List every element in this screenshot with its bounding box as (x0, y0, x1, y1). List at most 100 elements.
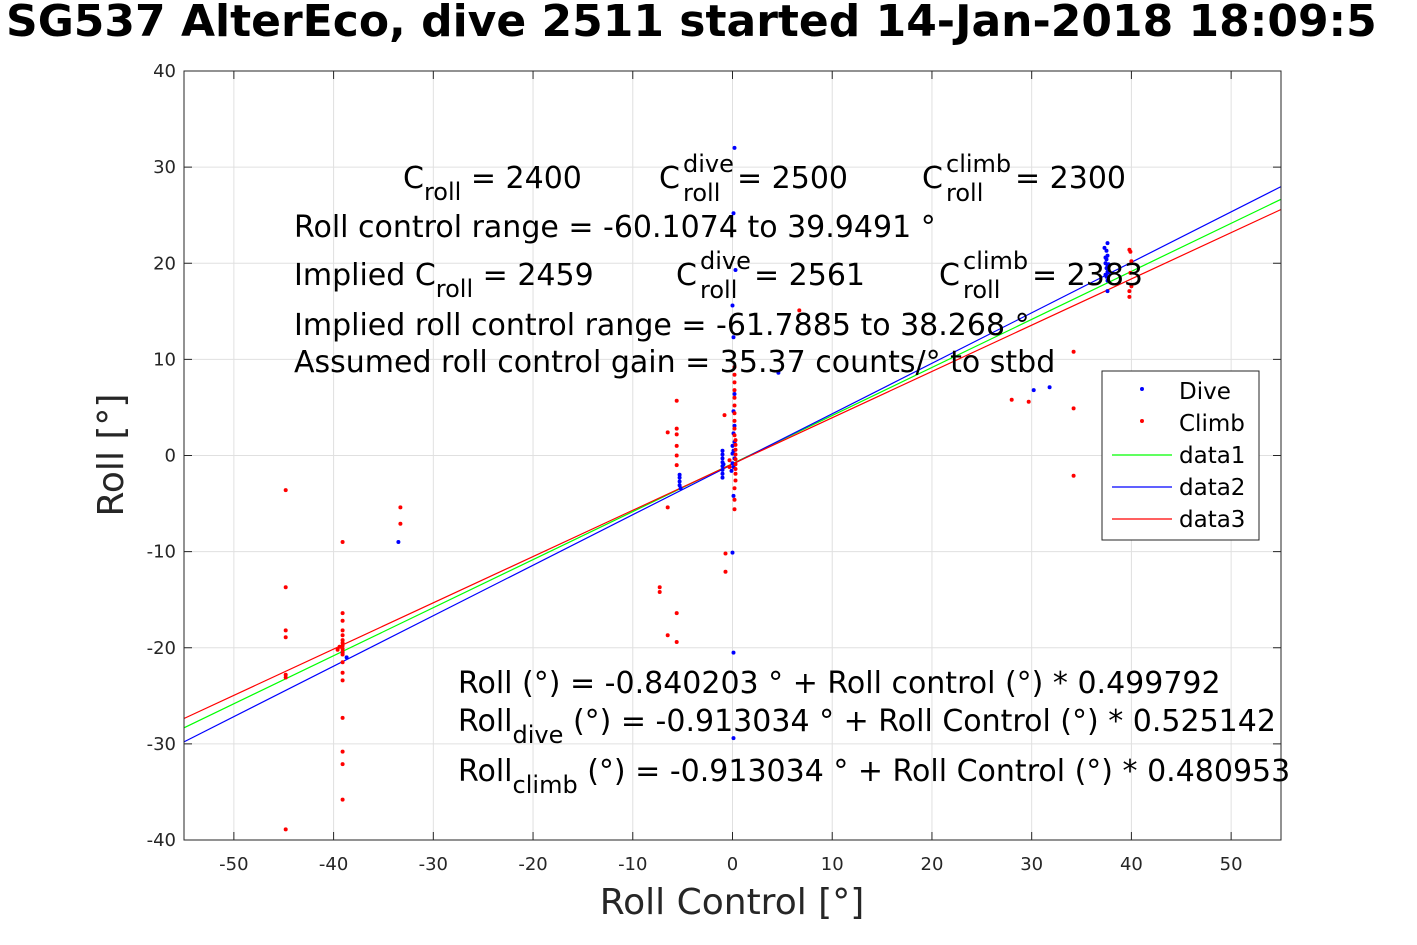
point-climb (732, 497, 737, 502)
point-dive (1106, 262, 1111, 267)
legend-label: Dive (1179, 379, 1231, 405)
point-climb (674, 611, 679, 616)
point-climb (657, 585, 662, 590)
point-dive (731, 211, 736, 216)
y-tick-label: -10 (147, 542, 176, 563)
point-climb (732, 433, 737, 438)
point-climb (283, 675, 288, 680)
point-dive (677, 475, 682, 480)
data-points (283, 145, 1134, 832)
point-dive (731, 650, 736, 655)
point-climb (674, 640, 679, 644)
point-dive (1105, 241, 1110, 246)
point-climb (732, 403, 737, 408)
point-climb (674, 443, 679, 448)
point-dive (733, 268, 738, 272)
implied-range-annotation: Implied roll control range = -61.7885 to… (294, 308, 1030, 343)
point-climb (1009, 397, 1014, 402)
implied-c-roll-text: Implied Croll = 2459 (294, 258, 594, 303)
point-dive (1104, 266, 1109, 271)
x-tick-label: -30 (419, 854, 448, 875)
point-climb (674, 463, 679, 468)
y-tick-label: -20 (147, 638, 176, 659)
point-dive (720, 456, 725, 461)
point-climb (1071, 473, 1076, 478)
point-climb (340, 611, 345, 616)
point-climb (340, 628, 345, 633)
fit-dive-equation: Rolldive (°) = -0.913034 ° + Roll Contro… (458, 704, 1276, 749)
point-dive (1102, 245, 1107, 250)
fit-climb-equation: Rollclimb (°) = -0.913034 ° + Roll Contr… (458, 754, 1290, 799)
point-climb (335, 647, 340, 652)
point-climb (732, 507, 737, 512)
point-climb (340, 660, 345, 665)
x-tick-label: 20 (921, 854, 944, 875)
point-dive (1105, 269, 1110, 274)
point-climb (283, 585, 288, 590)
point-dive (1104, 274, 1109, 279)
point-climb (733, 462, 738, 467)
point-dive (720, 475, 725, 480)
y-tick-label: -40 (147, 830, 176, 851)
x-tick-label: -40 (319, 854, 348, 875)
point-climb (340, 640, 345, 645)
point-climb (733, 442, 738, 447)
point-dive (720, 467, 725, 472)
point-climb (732, 380, 737, 385)
point-climb (733, 471, 738, 476)
point-climb (337, 644, 342, 649)
point-climb (665, 633, 670, 638)
point-climb (733, 447, 738, 452)
x-tick-label: 50 (1220, 854, 1243, 875)
legend-marker-dive (1140, 387, 1144, 391)
point-climb (1128, 270, 1133, 275)
point-dive (1103, 255, 1108, 260)
point-climb (340, 633, 345, 638)
x-tick-label: -50 (219, 854, 248, 875)
point-climb (283, 672, 288, 677)
point-climb (665, 505, 670, 510)
point-climb (340, 649, 345, 654)
point-climb (340, 652, 345, 657)
point-climb (732, 395, 737, 400)
point-dive (731, 493, 736, 498)
y-tick-label: 30 (153, 157, 176, 178)
point-climb (732, 426, 737, 431)
point-climb (732, 372, 737, 377)
x-axis-label: Roll Control [°] (600, 882, 865, 923)
point-climb (340, 762, 345, 767)
y-tick-label: 20 (153, 253, 176, 274)
legend-label: Climb (1179, 411, 1245, 437)
legend-label: data2 (1179, 475, 1245, 501)
point-climb (1071, 406, 1076, 411)
point-dive (1105, 278, 1110, 283)
point-climb (722, 413, 727, 418)
point-dive (730, 550, 735, 555)
point-climb (1071, 349, 1076, 354)
point-dive (731, 736, 736, 741)
implied-c-climb-text: C climb roll = 2383 (939, 242, 1143, 306)
point-climb (727, 458, 732, 463)
point-climb (732, 486, 737, 491)
point-dive (678, 486, 683, 491)
point-climb (732, 411, 737, 416)
point-climb (723, 569, 728, 574)
point-climb (398, 521, 403, 526)
point-dive (732, 145, 737, 150)
point-climb (340, 670, 345, 675)
point-climb (283, 488, 288, 493)
point-climb (727, 465, 732, 469)
point-dive (396, 540, 401, 544)
point-dive (1104, 248, 1109, 253)
point-climb (340, 646, 345, 651)
point-dive (732, 392, 737, 396)
point-climb (732, 388, 737, 393)
legend: Dive Climb data1 data2 data3 (1101, 370, 1260, 541)
implied-c-dive-text: C dive roll = 2561 (676, 242, 865, 306)
point-dive (730, 451, 735, 456)
point-climb (797, 308, 802, 313)
point-dive (720, 471, 725, 476)
point-dive (731, 335, 736, 340)
point-dive (1031, 388, 1036, 393)
